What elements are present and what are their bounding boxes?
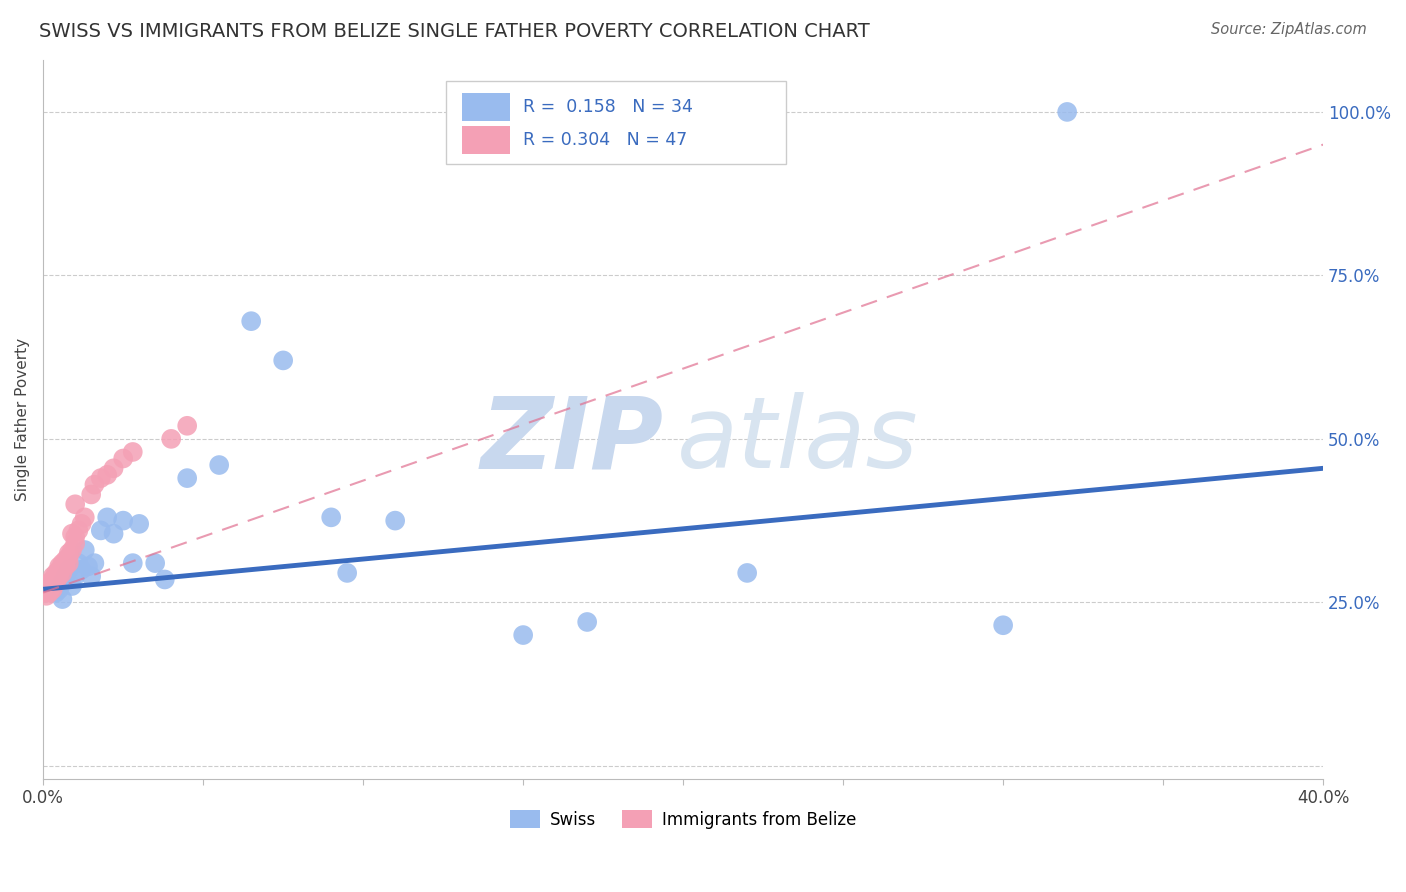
Text: R = 0.304   N = 47: R = 0.304 N = 47 [523,131,688,149]
Swiss [240,314,263,328]
Immigrants from Belize [73,510,96,524]
Immigrants from Belize [63,536,86,550]
Immigrants from Belize [42,582,65,597]
Immigrants from Belize [42,569,65,583]
Immigrants from Belize [96,467,118,482]
Immigrants from Belize [42,575,65,590]
Swiss [67,556,90,570]
Immigrants from Belize [45,566,67,580]
Immigrants from Belize [48,566,70,580]
Swiss [48,582,70,597]
Swiss [58,563,80,577]
Swiss [70,563,93,577]
Swiss [576,615,599,629]
Text: Source: ZipAtlas.com: Source: ZipAtlas.com [1211,22,1367,37]
Immigrants from Belize [55,556,77,570]
Swiss [51,592,73,607]
Legend: Swiss, Immigrants from Belize: Swiss, Immigrants from Belize [503,804,863,835]
Immigrants from Belize [112,451,135,466]
Immigrants from Belize [38,579,60,593]
Immigrants from Belize [63,497,86,511]
Immigrants from Belize [55,559,77,574]
Immigrants from Belize [38,585,60,599]
Swiss [121,556,143,570]
Immigrants from Belize [45,569,67,583]
Swiss [321,510,343,524]
Immigrants from Belize [83,477,105,491]
Immigrants from Belize [35,589,58,603]
Swiss [103,526,125,541]
FancyBboxPatch shape [461,94,510,120]
Swiss [80,569,103,583]
Immigrants from Belize [38,575,60,590]
Swiss [96,510,118,524]
Swiss [153,573,176,587]
Immigrants from Belize [42,573,65,587]
Immigrants from Belize [63,530,86,544]
Immigrants from Belize [35,579,58,593]
Swiss [991,618,1014,632]
Text: atlas: atlas [676,392,918,490]
Swiss [55,569,77,583]
Immigrants from Belize [51,566,73,580]
Swiss [176,471,198,485]
Swiss [735,566,758,580]
Immigrants from Belize [48,563,70,577]
Immigrants from Belize [176,418,198,433]
FancyBboxPatch shape [461,127,510,153]
Swiss [271,353,294,368]
Immigrants from Belize [67,524,90,538]
Immigrants from Belize [38,582,60,597]
Immigrants from Belize [60,543,83,558]
Immigrants from Belize [60,526,83,541]
Immigrants from Belize [42,579,65,593]
Swiss [60,579,83,593]
Text: ZIP: ZIP [481,392,664,490]
Immigrants from Belize [58,556,80,570]
Text: SWISS VS IMMIGRANTS FROM BELIZE SINGLE FATHER POVERTY CORRELATION CHART: SWISS VS IMMIGRANTS FROM BELIZE SINGLE F… [39,22,870,41]
Swiss [45,585,67,599]
Immigrants from Belize [45,575,67,590]
Swiss [112,514,135,528]
Swiss [63,569,86,583]
Immigrants from Belize [58,549,80,564]
Swiss [51,575,73,590]
Immigrants from Belize [48,559,70,574]
Immigrants from Belize [45,573,67,587]
Immigrants from Belize [160,432,183,446]
Immigrants from Belize [90,471,112,485]
Swiss [384,514,406,528]
Immigrants from Belize [48,569,70,583]
Immigrants from Belize [58,546,80,560]
Swiss [143,556,166,570]
Immigrants from Belize [103,461,125,475]
Text: R =  0.158   N = 34: R = 0.158 N = 34 [523,98,693,116]
Immigrants from Belize [70,516,93,531]
Immigrants from Belize [80,487,103,501]
FancyBboxPatch shape [446,81,786,164]
Swiss [128,516,150,531]
Swiss [90,524,112,538]
Immigrants from Belize [51,556,73,570]
Immigrants from Belize [51,559,73,574]
Y-axis label: Single Father Poverty: Single Father Poverty [15,338,30,500]
Swiss [73,543,96,558]
Swiss [512,628,534,642]
Swiss [336,566,359,580]
Swiss [1056,104,1078,119]
Immigrants from Belize [121,445,143,459]
Swiss [83,556,105,570]
Swiss [77,559,100,574]
Swiss [208,458,231,472]
Immigrants from Belize [35,582,58,597]
Immigrants from Belize [55,553,77,567]
Immigrants from Belize [35,585,58,599]
